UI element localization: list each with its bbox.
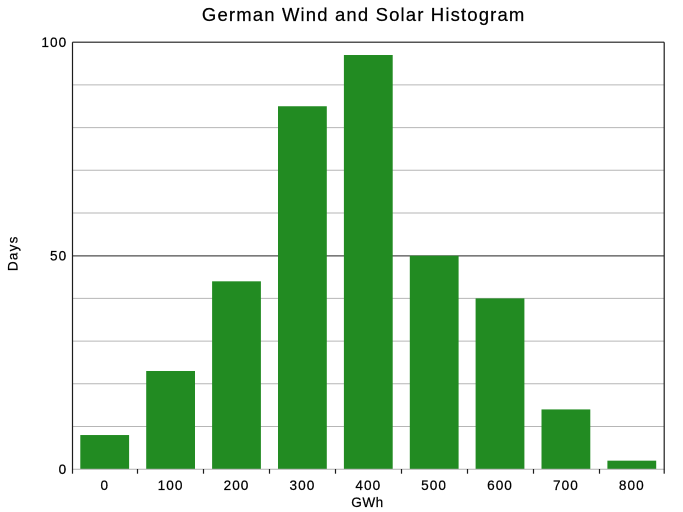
svg-text:German Wind and Solar Histogra: German Wind and Solar Histogram [202, 4, 526, 25]
svg-text:GWh: GWh [351, 495, 383, 510]
svg-text:50: 50 [50, 249, 67, 264]
svg-text:800: 800 [619, 478, 645, 493]
svg-text:100: 100 [158, 478, 184, 493]
svg-text:600: 600 [487, 478, 513, 493]
svg-text:Days: Days [6, 235, 21, 271]
svg-text:500: 500 [421, 478, 447, 493]
svg-text:100: 100 [41, 35, 67, 50]
svg-text:200: 200 [224, 478, 250, 493]
svg-text:0: 0 [59, 462, 68, 477]
svg-text:400: 400 [355, 478, 381, 493]
svg-text:700: 700 [553, 478, 579, 493]
svg-text:300: 300 [289, 478, 315, 493]
svg-text:0: 0 [100, 478, 109, 493]
